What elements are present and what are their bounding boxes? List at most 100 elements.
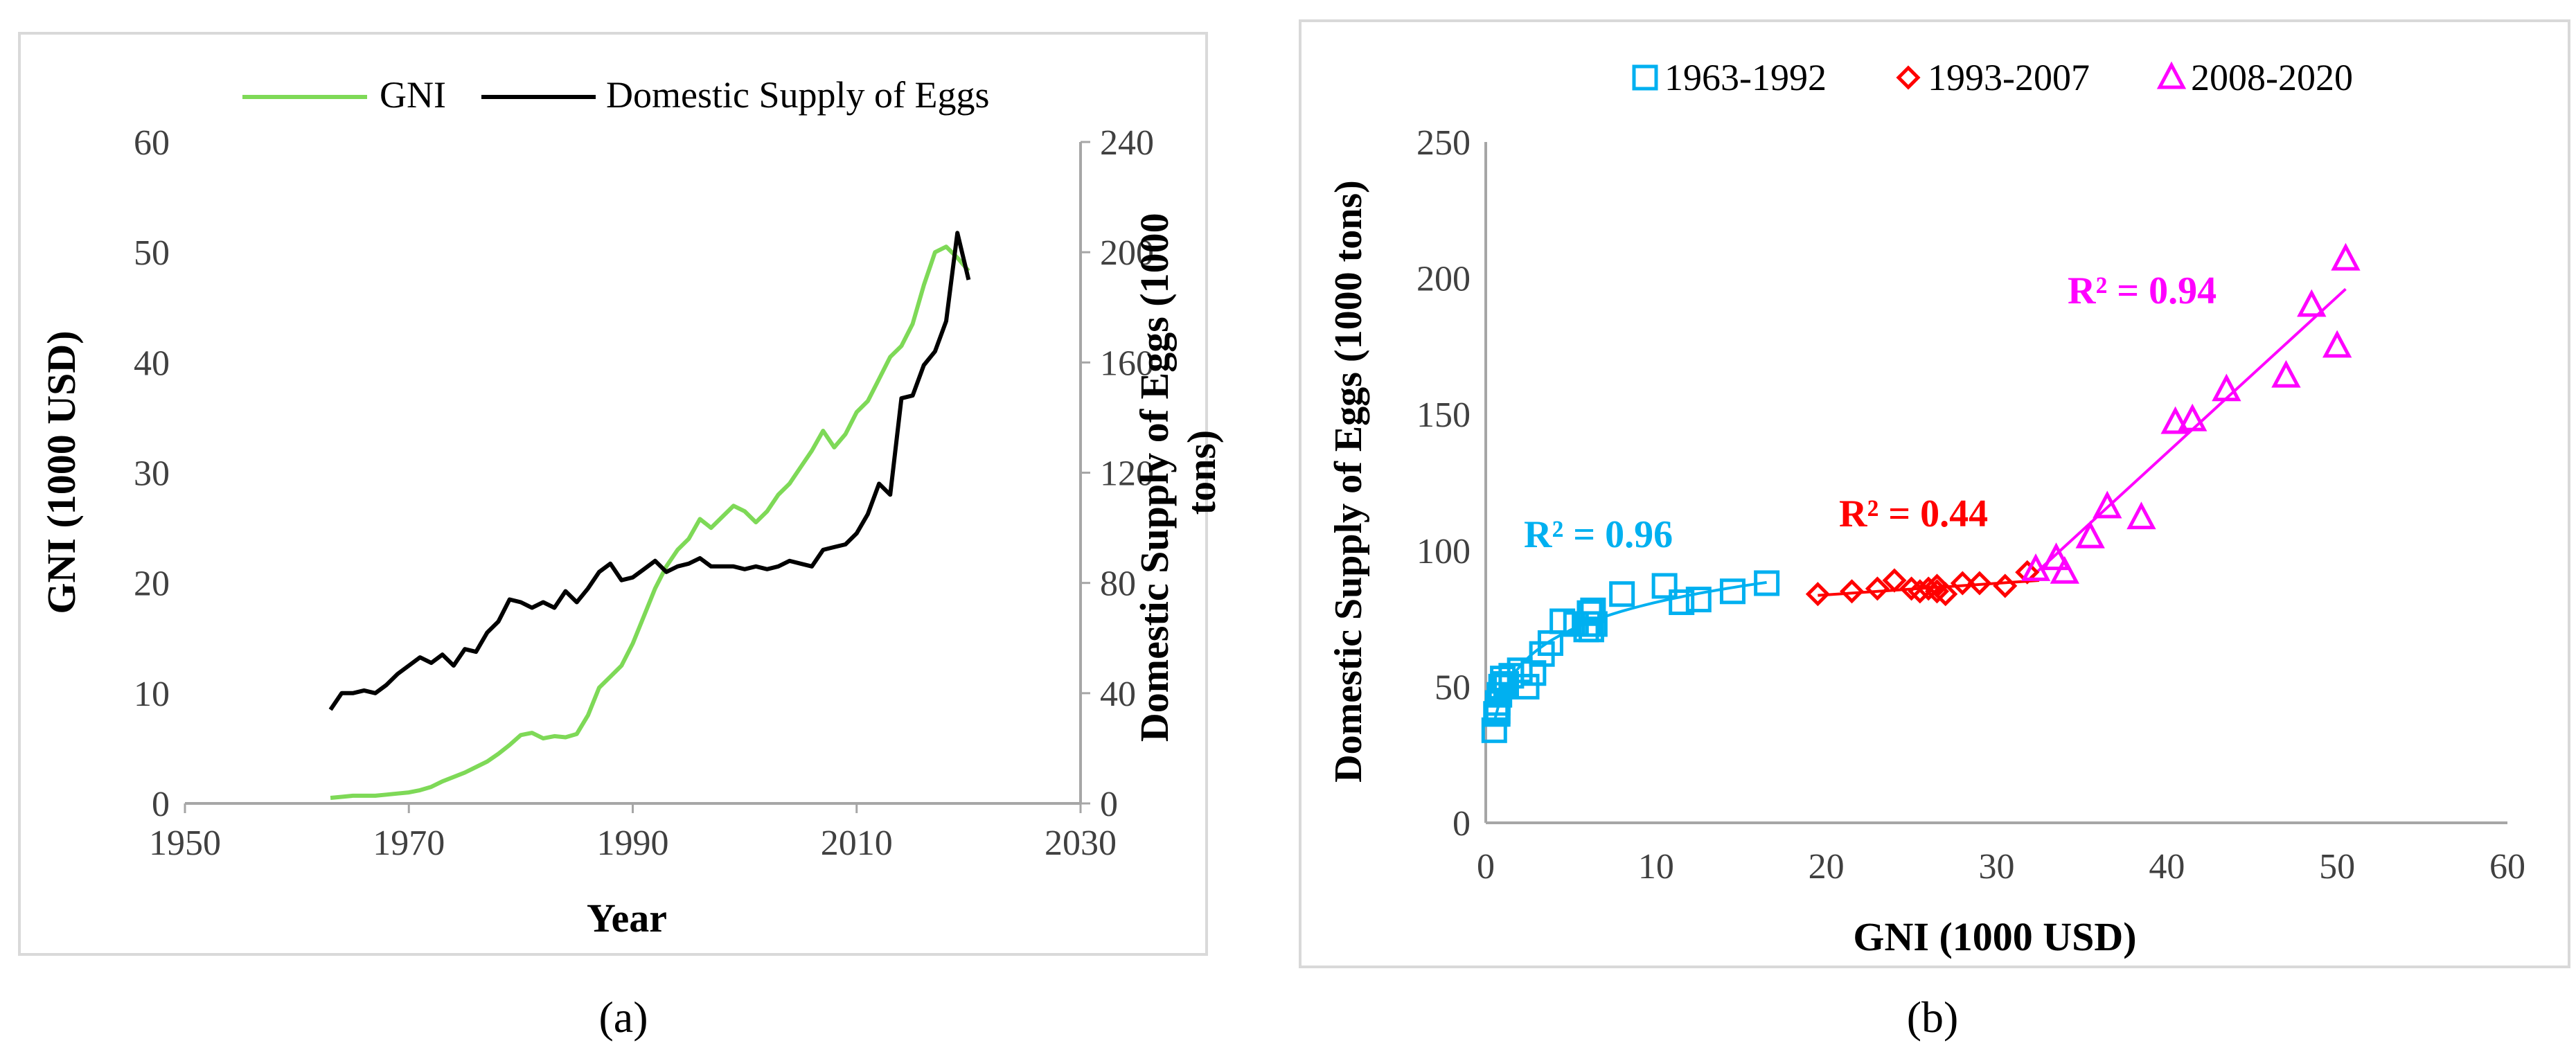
point-1963-1992 <box>1575 611 1601 637</box>
r2-label-2008-2020: R² = 0.94 <box>2068 269 2217 312</box>
point-1963-1992 <box>1754 570 1780 596</box>
legend-eggs-label: Domestic Supply of Eggs <box>606 74 989 116</box>
point-1993-2007 <box>1933 582 1958 607</box>
a-x-tick-label: 2030 <box>1045 824 1117 863</box>
panel-b-label: (b) <box>1907 993 1959 1042</box>
a-y2-tick-label: 160 <box>1100 344 1154 383</box>
a-x-tick-label: 1970 <box>373 824 445 863</box>
a-x-ticks: 1950 1970 1990 2010 2030 <box>149 803 1117 863</box>
a-x-axis-title: Year <box>587 896 667 941</box>
point-1993-2007 <box>1967 571 1992 596</box>
a-plot-area <box>328 231 971 800</box>
eggs-supply-line <box>328 231 971 711</box>
point-2008-2020 <box>2212 373 2241 402</box>
b-y-tick-label: 100 <box>1416 532 1471 571</box>
b-x-tick-label: 20 <box>1809 847 1845 887</box>
a-y2-tick-label: 0 <box>1100 785 1118 824</box>
gni-line <box>330 244 970 800</box>
point-2008-2020 <box>2041 542 2071 571</box>
b-x-tick-label: 30 <box>1979 847 2015 887</box>
point-1993-2007 <box>1865 576 1890 601</box>
b-y-tick-label: 250 <box>1416 123 1471 163</box>
a-y2-tick-label: 80 <box>1100 564 1136 604</box>
a-y2-tick-label: 240 <box>1100 123 1154 163</box>
panel-a-label: (a) <box>598 993 648 1042</box>
legend-marker-1993-2007 <box>1896 65 1921 90</box>
point-1963-1992 <box>1507 657 1533 684</box>
a-y-tick-label: 0 <box>152 785 170 824</box>
point-1963-1992 <box>1513 673 1540 700</box>
a-x-tick-label: 1950 <box>149 824 221 863</box>
b-y-tick-label: 50 <box>1434 668 1471 707</box>
point-1993-2007 <box>1993 573 2018 598</box>
point-2008-2020 <box>2271 359 2301 388</box>
point-2008-2020 <box>2075 520 2105 549</box>
point-2008-2020 <box>2331 242 2361 271</box>
b-y-tick-label: 200 <box>1416 260 1471 299</box>
a-y2-ticks: 0 40 80 120 160 200 240 <box>1081 123 1154 824</box>
a-y-tick-label: 60 <box>134 123 170 163</box>
a-y-tick-label: 10 <box>134 675 170 714</box>
a-x-tick-label: 2010 <box>821 824 893 863</box>
panel-b: 1963-1992 1993-2007 2008-2020 0 10 20 30 40 50 6… <box>1299 19 2570 1042</box>
a-y2-tick-label: 200 <box>1100 233 1154 273</box>
point-1963-1992 <box>1669 589 1695 616</box>
legend-label-1963-1992: 1963-1992 <box>1664 57 1827 98</box>
legend-marker-1963-1992 <box>1632 64 1658 91</box>
point-2008-2020 <box>2126 501 2156 530</box>
panel-a: GNI Domestic Supply of Eggs 1950 1970 1990… <box>18 32 1224 1042</box>
b-x-tick-label: 50 <box>2319 847 2355 887</box>
legend-gni-label: GNI <box>380 74 446 116</box>
point-1993-2007 <box>1882 568 1907 593</box>
point-2008-2020 <box>2178 403 2208 431</box>
a-y2-axis-title: Domestic Supply of Eggs (1000 tons) <box>1132 203 1224 742</box>
b-x-tick-label: 0 <box>1477 847 1495 887</box>
point-1993-2007 <box>1805 582 1830 607</box>
point-1963-1992 <box>1520 660 1547 686</box>
point-1993-2007 <box>1908 579 1933 604</box>
point-2008-2020 <box>2297 289 2327 317</box>
a-y-tick-label: 30 <box>134 454 170 494</box>
a-y2-axis-title-line2: tons) <box>1179 430 1224 515</box>
r2-label-1963-1992: R² = 0.96 <box>1524 513 1673 556</box>
panel-b-legend: 1963-1992 1993-2007 2008-2020 <box>1632 57 2353 98</box>
a-y-axis-title: GNI (1000 USD) <box>39 330 84 614</box>
point-1963-1992 <box>1685 587 1712 613</box>
b-y-tick-label: 0 <box>1453 804 1471 844</box>
legend-label-1993-2007: 1993-2007 <box>1928 57 2090 98</box>
legend-marker-2008-2020 <box>2156 61 2187 89</box>
panel-b-frame <box>1299 19 2570 968</box>
point-1963-1992 <box>1609 581 1635 607</box>
panel-a-legend: GNI Domestic Supply of Eggs <box>242 74 989 116</box>
point-2008-2020 <box>2020 553 2051 581</box>
point-1963-1992 <box>1719 578 1746 605</box>
legend-label-2008-2020: 2008-2020 <box>2191 57 2353 98</box>
point-1993-2007 <box>1950 571 1975 596</box>
b-plot-area <box>1481 242 2361 743</box>
a-y-ticks: 0 10 20 30 40 50 60 <box>134 123 170 824</box>
a-y2-tick-label: 120 <box>1100 454 1154 494</box>
b-x-ticks: 0 10 20 30 40 50 60 <box>1477 847 2525 887</box>
b-y-tick-label: 150 <box>1416 395 1471 435</box>
point-2008-2020 <box>2160 406 2190 434</box>
point-1993-2007 <box>1840 579 1865 604</box>
b-y-axis-title: Domestic Supply of Eggs (1000 tons) <box>1327 180 1370 783</box>
a-x-tick-label: 1990 <box>597 824 669 863</box>
a-y-tick-label: 40 <box>134 344 170 383</box>
point-1963-1992 <box>1580 597 1606 623</box>
point-1993-2007 <box>2015 560 2040 585</box>
panel-a-frame <box>18 32 1208 956</box>
b-x-axis-title: GNI (1000 USD) <box>1853 914 2136 959</box>
point-2008-2020 <box>2322 330 2352 358</box>
point-2008-2020 <box>2050 555 2079 584</box>
b-x-tick-label: 10 <box>1638 847 1674 887</box>
a-y2-tick-label: 40 <box>1100 675 1136 714</box>
b-x-tick-label: 40 <box>2149 847 2185 887</box>
b-x-tick-label: 60 <box>2489 847 2525 887</box>
a-y-tick-label: 50 <box>134 233 170 273</box>
a-y2-axis-title-line1: Domestic Supply of Eggs (1000 <box>1132 213 1177 742</box>
a-y-tick-label: 20 <box>134 564 170 604</box>
r2-label-1993-2007: R² = 0.44 <box>1839 492 1988 535</box>
b-y-ticks: 0 50 100 150 200 250 <box>1416 123 1471 844</box>
